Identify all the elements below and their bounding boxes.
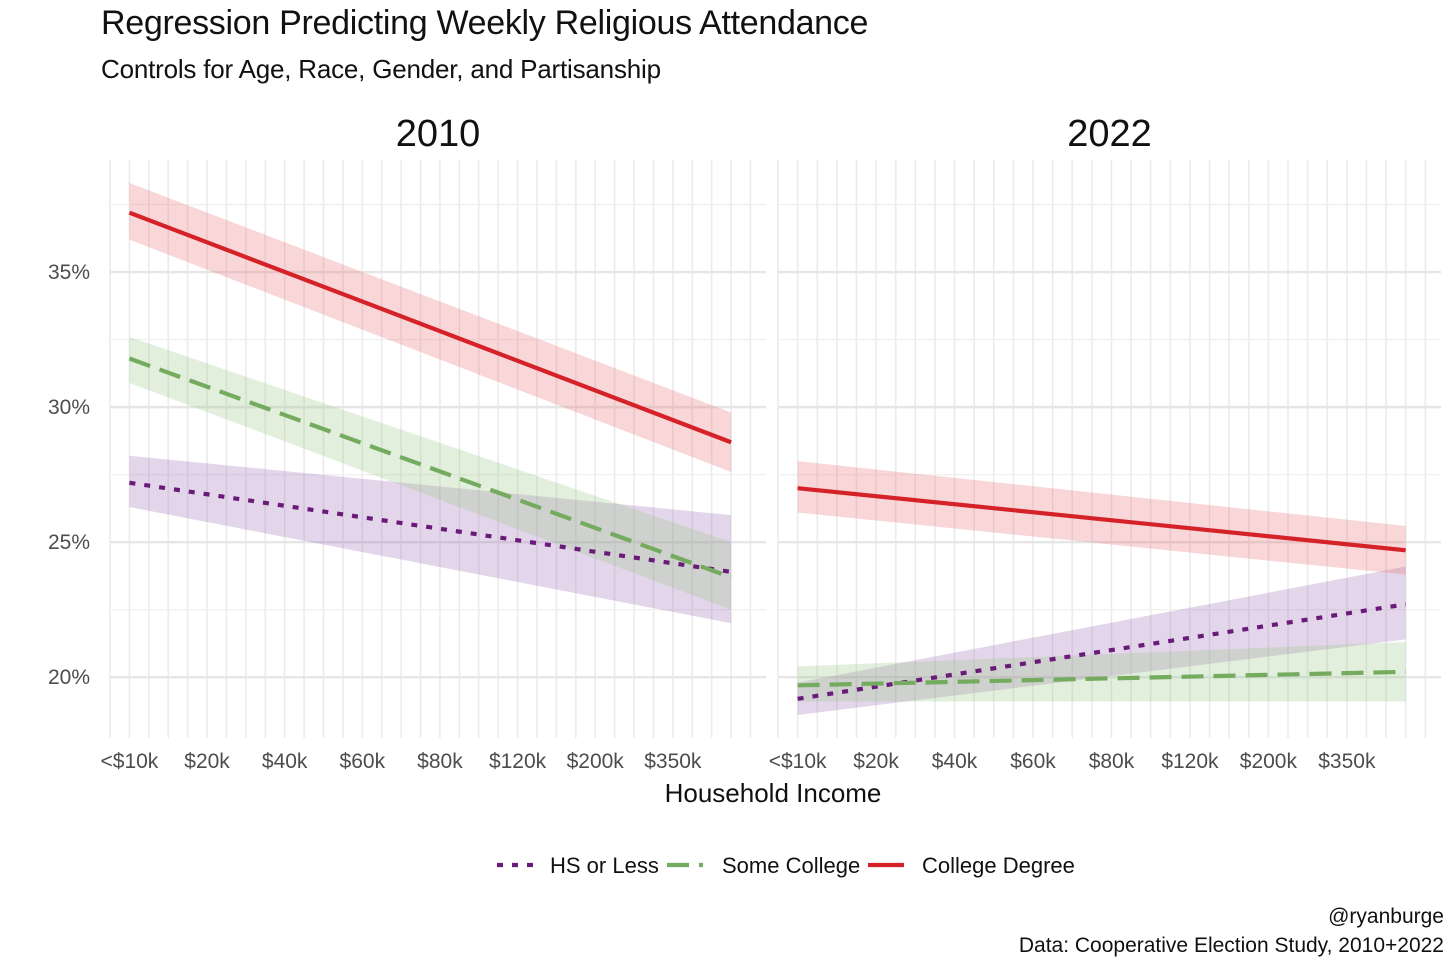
- caption-source: Data: Cooperative Election Study, 2010+2…: [1018, 934, 1444, 957]
- x-tick-label: $80k: [417, 750, 463, 773]
- x-tick-label: $60k: [1010, 750, 1056, 773]
- x-tick-label: <$10k: [769, 750, 827, 773]
- chart-panels: 2010 <$10k $20k $40k $60k $80k $120k $200k $350k…: [48, 113, 1441, 808]
- y-tick-label: 25%: [48, 531, 90, 554]
- x-tick-label: $40k: [932, 750, 978, 773]
- x-tick-label: <$10k: [101, 750, 159, 773]
- panel-title: 2022: [1067, 113, 1152, 155]
- panel-2010: 2010 <$10k $20k $40k $60k $80k $120k $200k $350k…: [48, 113, 766, 773]
- x-tick-label: $200k: [1240, 750, 1298, 773]
- confidence-band: [129, 336, 732, 610]
- chart-subtitle: Controls for Age, Race, Gender, and Part…: [101, 54, 661, 84]
- series-line: [128, 356, 732, 580]
- chart-caption: @ryanburge Data: Cooperative Election St…: [1019, 902, 1444, 960]
- series-line: [797, 486, 1406, 553]
- y-tick-label: 35%: [48, 261, 90, 284]
- legend-label: Some College: [722, 853, 860, 878]
- legend-item: College Degree: [868, 853, 1075, 878]
- x-tick-label: $20k: [853, 750, 899, 773]
- y-tick-label: 20%: [48, 666, 90, 689]
- panel-title: 2010: [396, 113, 481, 155]
- x-tick-label: $120k: [1161, 750, 1219, 773]
- confidence-band: [797, 642, 1406, 702]
- legend-item: HS or Less: [497, 853, 659, 878]
- caption-handle: @ryanburge: [1328, 905, 1444, 928]
- chart-legend: HS or Less Some College College Degree: [497, 853, 1075, 878]
- series-line: [797, 669, 1406, 688]
- series-line: [128, 210, 732, 445]
- x-tick-label: $200k: [567, 750, 625, 773]
- legend-item: Some College: [667, 853, 860, 878]
- x-axis-title: Household Income: [665, 778, 882, 808]
- confidence-band: [129, 455, 732, 624]
- legend-label: HS or Less: [550, 853, 659, 878]
- x-tick-label: $60k: [340, 750, 386, 773]
- panel-2022: 2022 <$10k $20k $40k $60k $80k $120k $200k $350k: [769, 113, 1441, 773]
- x-tick-label: $120k: [489, 750, 547, 773]
- x-tick-label: $80k: [1089, 750, 1135, 773]
- chart-title: Regression Predicting Weekly Religious A…: [101, 4, 869, 42]
- y-tick-label: 30%: [48, 396, 90, 419]
- x-tick-label: $350k: [1318, 750, 1376, 773]
- x-tick-label: $40k: [262, 750, 308, 773]
- series-line: [129, 480, 732, 574]
- series-line: [797, 602, 1407, 701]
- confidence-band: [797, 566, 1406, 716]
- legend-label: College Degree: [922, 853, 1075, 878]
- x-tick-label: $350k: [644, 750, 702, 773]
- x-tick-label: $20k: [184, 750, 230, 773]
